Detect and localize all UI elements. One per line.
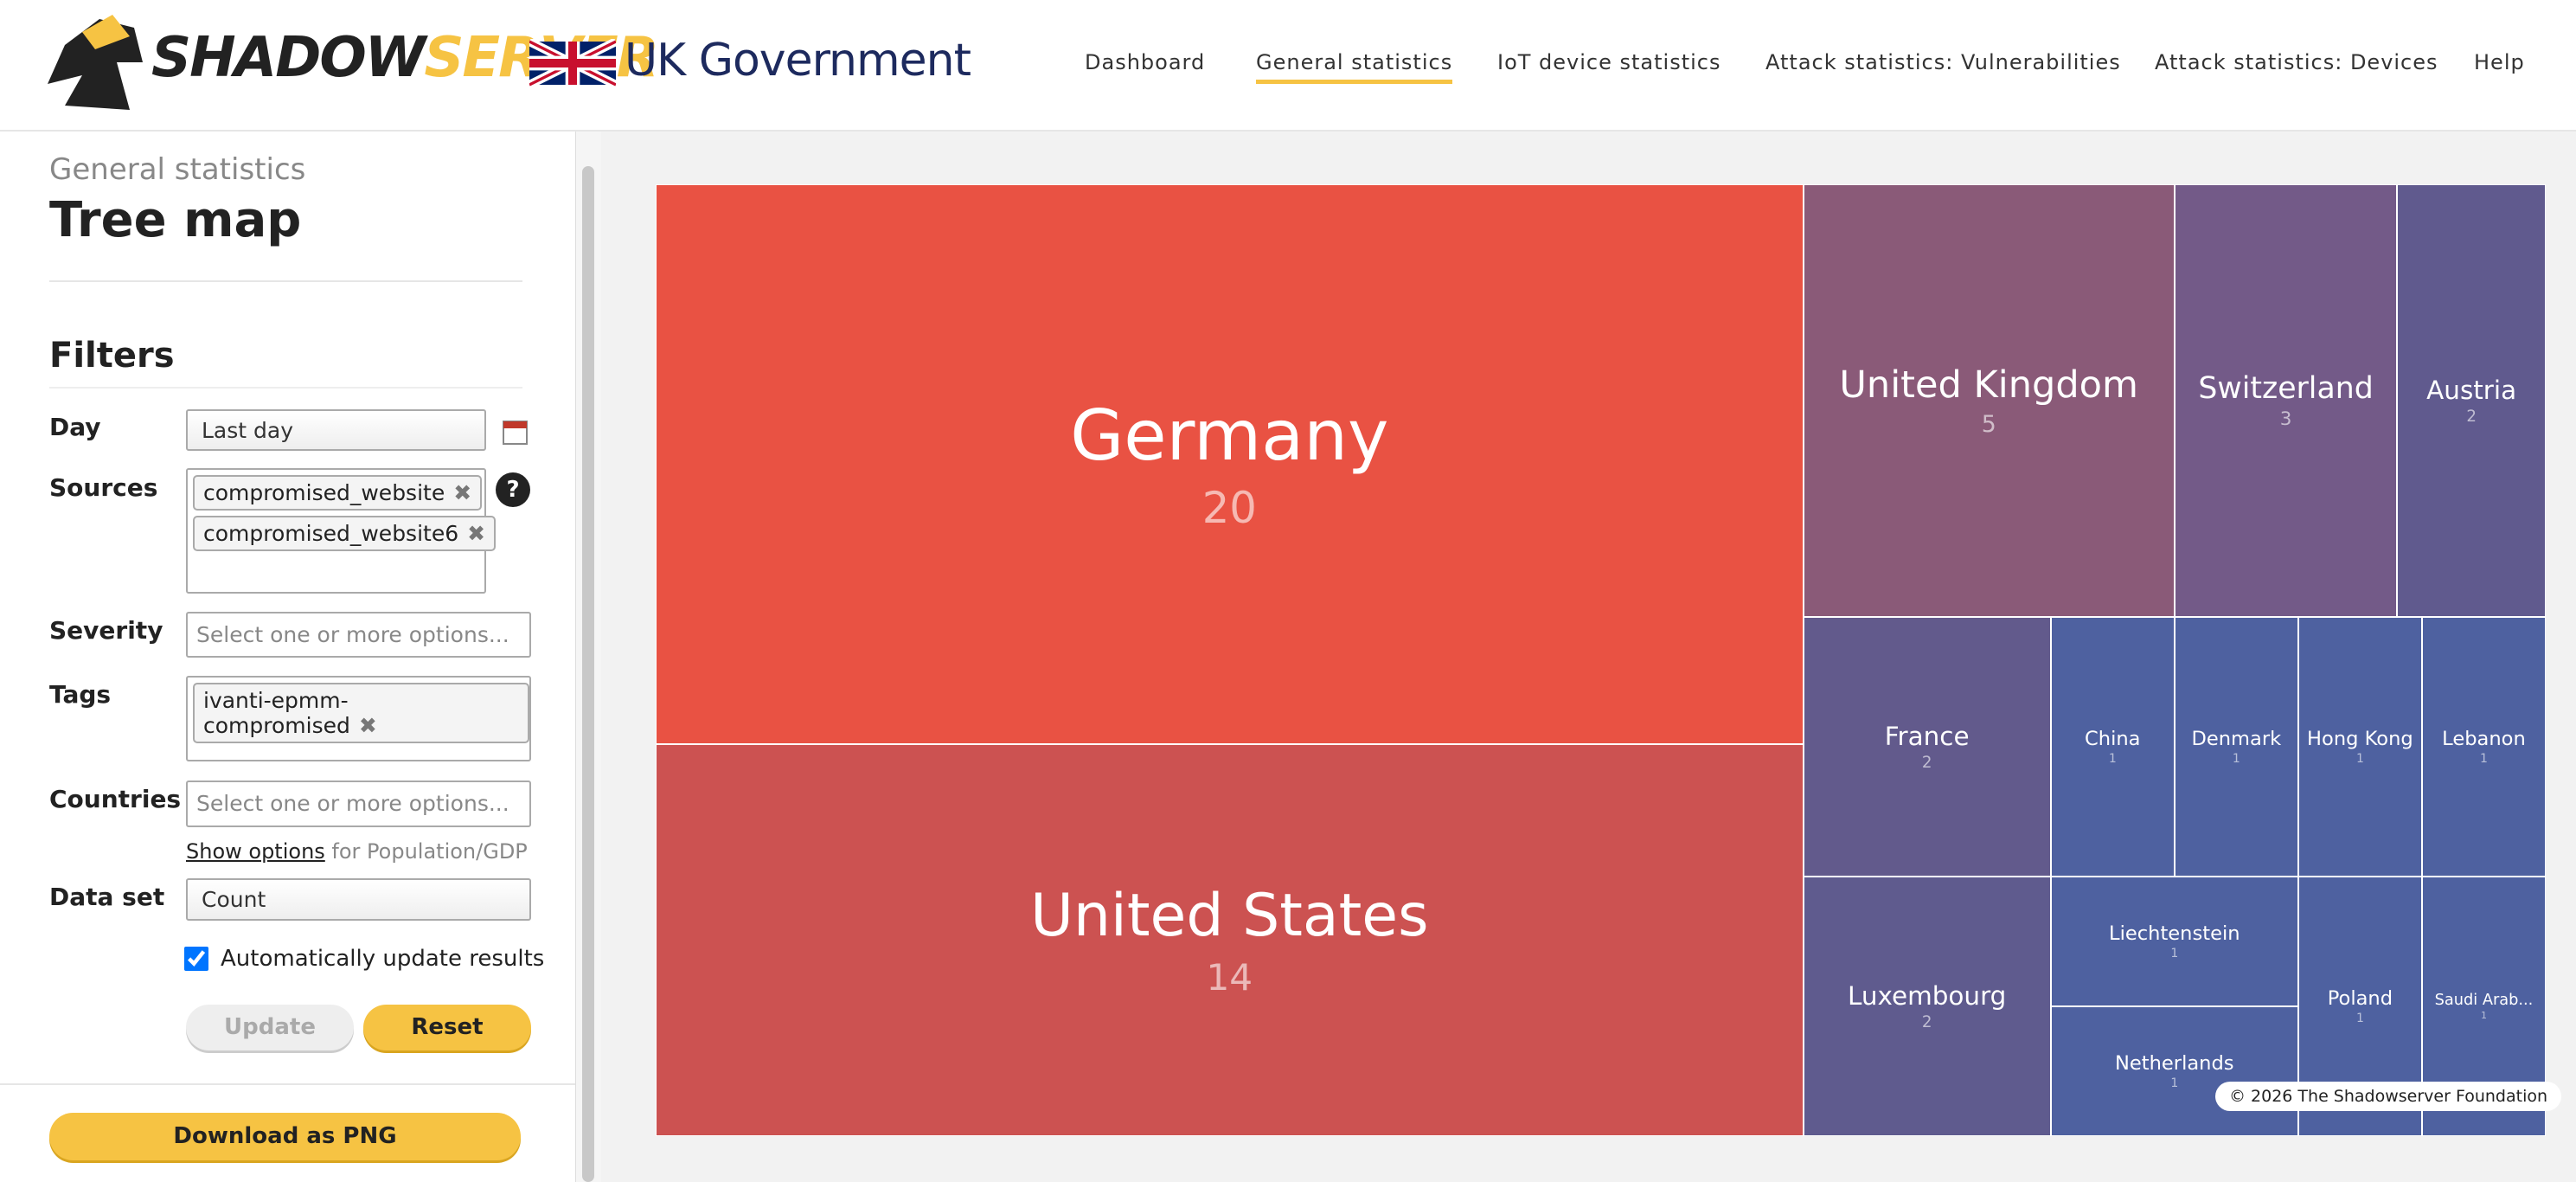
cell-label: Saudi Arab... (2434, 991, 2534, 1009)
chip-text: compromised_website6 (203, 521, 459, 546)
logo-a: SHADOW (151, 26, 426, 90)
cell-value: 1 (2480, 752, 2488, 767)
cell-value: 1 (2170, 947, 2179, 961)
dataset-select[interactable]: Count (186, 878, 531, 921)
cell-value: 1 (2108, 752, 2117, 767)
treemap-cell: Luxembourg 2 (1803, 877, 2051, 1136)
cell-value: 1 (2170, 1076, 2179, 1091)
label: Countries (49, 785, 182, 813)
cell-label: Hong Kong (2307, 727, 2413, 750)
nav-item[interactable]: IoT device statistics (1497, 50, 1721, 74)
hint: for Population/GDP (331, 839, 528, 864)
cell-label: France (1884, 722, 1970, 752)
cell-label: United States (1030, 882, 1429, 951)
credit: © 2026 The Shadowserver Foundation (2215, 1082, 2562, 1111)
logo-icon (48, 15, 143, 110)
treemap-cell: Austria 2 (2397, 184, 2546, 617)
treemap-cell: Liechtenstein 1 (2050, 877, 2298, 1006)
cell-label: Netherlands (2115, 1051, 2234, 1075)
page-title: Tree map (49, 192, 302, 248)
cell-label: United Kingdom (1839, 363, 2138, 408)
treemap-cell: Germany 20 (656, 184, 1804, 745)
sidebar: General statistics Tree map Filters Day … (0, 132, 575, 1182)
label: Severity (49, 616, 163, 645)
cell-label: Poland (2327, 986, 2393, 1010)
chip-remove[interactable]: ✖ (453, 480, 472, 505)
show-options[interactable]: Show options (186, 839, 325, 864)
cell-label: Lebanon (2442, 727, 2526, 750)
treemap-cell: United States 14 (656, 744, 1804, 1136)
cell-label: Germany (1070, 395, 1389, 477)
chip[interactable]: compromised_website6 ✖ (193, 516, 497, 551)
cell-value: 2 (1921, 753, 1932, 772)
tags-box[interactable]: ivanti-epmm-compromised ✖ (186, 676, 531, 761)
countries-input[interactable]: Select one or more options... (186, 781, 531, 827)
nav-item[interactable]: Attack statistics: Vulnerabilities (1765, 50, 2121, 74)
cell-value: 3 (2279, 408, 2292, 431)
cell-value: 1 (2480, 1010, 2487, 1022)
cell-label: Denmark (2191, 727, 2282, 750)
chip[interactable]: ivanti-epmm-compromised ✖ (193, 683, 529, 743)
calendar-icon[interactable] (503, 419, 528, 445)
nav-item[interactable]: General statistics (1256, 50, 1453, 84)
cell-value: 2 (2466, 407, 2477, 426)
section: General statistics (49, 152, 306, 187)
logo-text: SHADOWSERVER (151, 26, 659, 90)
cell-value: 1 (2232, 752, 2240, 767)
chip-text: compromised_website (203, 480, 445, 505)
cell-label: Liechtenstein (2109, 922, 2240, 945)
help-icon[interactable]: ? (496, 472, 530, 507)
nav-item[interactable]: Help (2474, 50, 2525, 74)
cell-value: 20 (1201, 483, 1257, 534)
filters-title: Filters (49, 336, 175, 376)
chip-remove[interactable]: ✖ (358, 713, 377, 738)
label: Sources (49, 473, 158, 502)
auto-checkbox[interactable] (184, 947, 208, 971)
treemap: Germany 20 United States 14 United Kingdom 5 S… (656, 184, 2546, 1136)
treemap-cell: Netherlands 1 (2050, 1006, 2298, 1136)
divider (0, 1083, 575, 1085)
cell-value: 14 (1206, 955, 1253, 999)
day-select[interactable]: Last day (186, 409, 486, 451)
cell-label: China (2085, 727, 2141, 750)
treemap-cell: Denmark 1 (2174, 617, 2298, 877)
cell-label: Austria (2426, 376, 2517, 406)
cell-value: 2 (1921, 1012, 1932, 1031)
options-row: Show options for Population/GDP (186, 839, 528, 864)
download-button[interactable]: Download as PNG (49, 1113, 521, 1160)
auto-label: Automatically update results (221, 946, 545, 972)
treemap-cell: Hong Kong 1 (2297, 617, 2422, 877)
scroll-thumb[interactable] (582, 166, 594, 1182)
label: Day (49, 413, 101, 441)
divider (49, 387, 522, 389)
nav-item[interactable]: Dashboard (1085, 50, 1206, 74)
treemap-cell: France 2 (1803, 617, 2051, 877)
header: SHADOWSERVER UK Government Dashboard Gene… (0, 0, 2576, 132)
cell-value: 5 (1981, 410, 1996, 438)
update-button[interactable]: Update (186, 1005, 354, 1050)
nav-item[interactable]: Attack statistics: Devices (2155, 50, 2438, 74)
uk-flag (529, 39, 616, 87)
chip-text: ivanti-epmm-compromised (203, 688, 350, 738)
partner: UK Government (625, 35, 971, 87)
treemap-cell: United Kingdom 5 (1803, 184, 2175, 617)
treemap-cell: Lebanon 1 (2421, 617, 2546, 877)
divider (49, 280, 522, 282)
label: Data set (49, 883, 165, 911)
cell-value: 1 (2355, 752, 2364, 767)
reset-button[interactable]: Reset (363, 1005, 531, 1050)
label: Tags (49, 680, 112, 709)
treemap-cell: Switzerland 3 (2174, 184, 2398, 617)
treemap-cell: China 1 (2050, 617, 2175, 877)
cell-label: Switzerland (2198, 370, 2374, 406)
cell-label: Luxembourg (1847, 981, 2007, 1012)
cell-value: 1 (2355, 1012, 2364, 1026)
severity-input[interactable]: Select one or more options... (186, 612, 531, 658)
chip[interactable]: compromised_website ✖ (193, 475, 483, 511)
sources-box[interactable]: compromised_website ✖ compromised_website6… (186, 468, 497, 594)
chip-remove[interactable]: ✖ (467, 521, 486, 546)
